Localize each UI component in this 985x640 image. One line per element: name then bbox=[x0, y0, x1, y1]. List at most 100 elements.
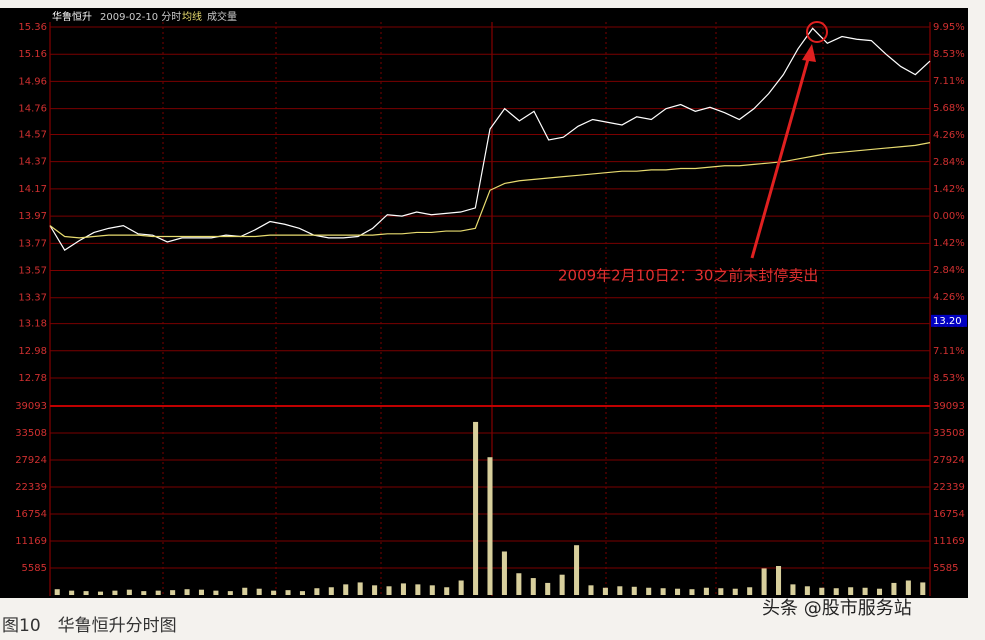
y-tick-label-right: 22339 bbox=[933, 482, 965, 493]
volume-bar bbox=[891, 582, 897, 595]
volume-bar bbox=[314, 588, 320, 595]
price-marker-box bbox=[931, 314, 967, 327]
y-tick-label-right: 27924 bbox=[933, 455, 965, 466]
volume-bar bbox=[271, 590, 277, 595]
y-tick-label: 14.96 bbox=[18, 76, 47, 87]
volume-bar bbox=[256, 588, 262, 595]
volume-bar bbox=[386, 586, 392, 595]
volume-bar bbox=[905, 580, 911, 595]
volume-bar bbox=[184, 589, 190, 595]
y-tick-label-right: 33508 bbox=[933, 428, 965, 439]
chart-background bbox=[0, 8, 968, 598]
volume-bar bbox=[732, 588, 738, 595]
volume-bar bbox=[213, 590, 219, 595]
volume-bar bbox=[617, 586, 623, 595]
volume-bar bbox=[776, 565, 782, 595]
y-tick-label-right: 5585 bbox=[933, 563, 958, 574]
y-tick-label: 11169 bbox=[15, 536, 47, 547]
volume-bar bbox=[790, 584, 796, 595]
y-tick-label: 5585 bbox=[22, 563, 47, 574]
volume-bar bbox=[833, 588, 839, 595]
volume-bar bbox=[487, 457, 493, 595]
volume-bar bbox=[343, 584, 349, 595]
y-tick-label: 39093 bbox=[15, 401, 47, 412]
volume-bar bbox=[660, 588, 666, 595]
y2-tick-label: 4.26% bbox=[933, 130, 965, 141]
y-tick-label: 12.98 bbox=[18, 346, 47, 357]
price-marker-label: 13.20 bbox=[933, 316, 962, 327]
y2-tick-label: 7.11% bbox=[933, 76, 965, 87]
y-tick-label: 14.57 bbox=[18, 129, 47, 140]
y-tick-label-right: 16754 bbox=[933, 509, 965, 520]
volume-bar bbox=[473, 421, 479, 595]
volume-bar bbox=[574, 545, 580, 595]
volume-bar bbox=[285, 590, 291, 595]
y-tick-label-right: 39093 bbox=[933, 401, 965, 412]
price-line bbox=[49, 142, 931, 239]
y2-tick-label: 9.95% bbox=[933, 22, 965, 33]
volume-bar bbox=[646, 587, 652, 595]
chart-title: 华鲁恒升 bbox=[52, 10, 92, 23]
y-tick-label: 13.18 bbox=[18, 319, 47, 330]
volume-bar bbox=[458, 580, 464, 595]
volume-bar bbox=[920, 582, 926, 595]
volume-bar bbox=[819, 587, 825, 595]
volume-bar bbox=[54, 589, 60, 595]
volume-bar bbox=[703, 587, 709, 595]
arrow-head bbox=[802, 44, 816, 62]
volume-bar bbox=[848, 587, 854, 595]
y-tick-label: 14.76 bbox=[18, 104, 47, 115]
volume-bar bbox=[97, 591, 104, 595]
y-tick-label-right: 11169 bbox=[933, 536, 965, 547]
volume-bar bbox=[804, 586, 810, 595]
y2-tick-label: 1.42% bbox=[933, 238, 965, 249]
volume-bar bbox=[112, 590, 118, 595]
volume-bar bbox=[747, 587, 753, 595]
y2-tick-label: 1.42% bbox=[933, 184, 965, 195]
y-tick-label: 27924 bbox=[15, 455, 47, 466]
y2-tick-label: 4.26% bbox=[933, 292, 965, 303]
volume-bar bbox=[602, 587, 608, 595]
volume-bar bbox=[501, 551, 507, 595]
annotation: 2009年2月10日2：30之前未封停卖出 bbox=[558, 267, 818, 285]
volume-bar bbox=[242, 587, 248, 595]
price-line bbox=[49, 27, 931, 251]
y2-tick-label: 8.53% bbox=[933, 373, 965, 384]
volume-bar bbox=[69, 590, 75, 595]
volume-bar bbox=[357, 582, 363, 595]
volume-bar bbox=[588, 585, 594, 595]
volume-bar bbox=[444, 587, 450, 595]
volume-bar bbox=[227, 591, 233, 595]
volume-bar bbox=[170, 590, 176, 595]
annotation-arrow bbox=[750, 51, 812, 259]
volume-bar bbox=[761, 568, 767, 595]
y2-tick-label: 5.68% bbox=[933, 103, 965, 114]
y-tick-label: 22339 bbox=[15, 482, 47, 493]
volume-bar bbox=[559, 574, 565, 595]
volume-bar bbox=[516, 573, 522, 595]
volume-bar bbox=[328, 587, 334, 595]
y-tick-label: 16754 bbox=[15, 509, 47, 520]
y-tick-label: 33508 bbox=[15, 428, 47, 439]
volume-bar bbox=[530, 578, 536, 595]
y-tick-label: 14.17 bbox=[18, 184, 47, 195]
volume-bar bbox=[429, 585, 435, 595]
volume-bar bbox=[400, 583, 406, 595]
y-tick-label: 15.16 bbox=[18, 49, 47, 60]
volume-bar bbox=[126, 589, 132, 595]
legend-entry: 均线 bbox=[182, 10, 202, 23]
y-tick-label: 14.37 bbox=[18, 157, 47, 168]
chart-subtitle: 2009-02-10 分时 bbox=[100, 11, 181, 23]
y2-tick-label: 2.84% bbox=[933, 157, 965, 168]
volume-bar bbox=[372, 585, 378, 595]
volume-bar bbox=[876, 588, 883, 595]
y2-tick-label: 7.11% bbox=[933, 346, 965, 357]
volume-title: 成交量 bbox=[207, 10, 237, 23]
y-tick-label: 13.97 bbox=[18, 211, 47, 222]
watermark: 头条 @股市服务站 bbox=[762, 598, 912, 619]
y-tick-label: 13.37 bbox=[18, 293, 47, 304]
y2-tick-label: 0.00% bbox=[933, 211, 965, 222]
volume-bar bbox=[198, 589, 204, 595]
volume-bar bbox=[141, 591, 147, 595]
